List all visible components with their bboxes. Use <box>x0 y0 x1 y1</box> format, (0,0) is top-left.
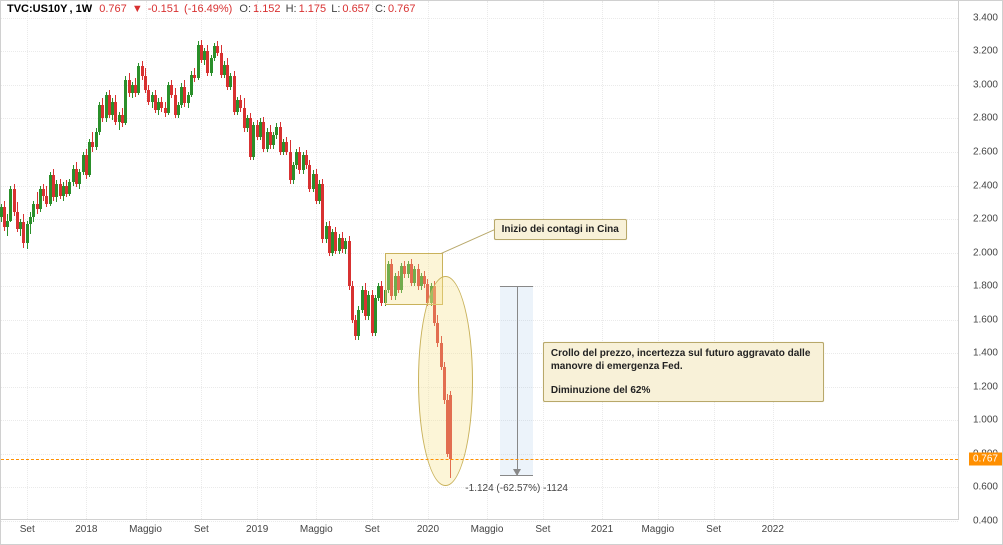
y-tick-label: 3.400 <box>973 12 998 23</box>
x-tick-label: Set <box>365 524 380 535</box>
callout-contagion[interactable]: Inizio dei contagi in Cina <box>494 219 627 240</box>
gridline-v <box>86 1 87 519</box>
measure-cap <box>500 286 533 287</box>
ohlc-h-label: H: <box>286 3 297 15</box>
gridline-v <box>487 1 488 519</box>
y-tick-label: 1.400 <box>973 348 998 359</box>
plot-area[interactable]: -1.124 (-62.57%) -1124 Inizio dei contagi… <box>1 1 959 520</box>
y-tick-label: 1.200 <box>973 381 998 392</box>
y-tick-label: 2.200 <box>973 214 998 225</box>
last-price-badge: 0.767 <box>969 453 1002 466</box>
x-tick-label: Maggio <box>471 524 504 535</box>
x-tick-label: Set <box>194 524 209 535</box>
x-tick-label: 2020 <box>417 524 439 535</box>
x-tick-label: Maggio <box>129 524 162 535</box>
x-axis[interactable]: Set 2018 Maggio Set 2019 Maggio Set 2020 Maggio S… <box>1 520 959 544</box>
ohlc-l: 0.657 <box>342 3 370 15</box>
y-tick-label: 2.800 <box>973 113 998 124</box>
callout-crash[interactable]: Crollo del prezzo, incertezza sul futuro… <box>543 342 824 403</box>
ohlc-c-label: C: <box>375 3 386 15</box>
gridline-v <box>316 1 317 519</box>
measure-arrow <box>517 286 518 475</box>
x-tick-label: 2019 <box>246 524 268 535</box>
y-tick-label: 3.200 <box>973 46 998 57</box>
x-tick-label: Set <box>20 524 35 535</box>
x-tick-label: 2021 <box>591 524 613 535</box>
y-tick-label: 1.600 <box>973 314 998 325</box>
change-value: -0.151 (-16.49%) <box>148 3 235 15</box>
chart-container: TVC:US10Y, 1W 0.767 ▼ -0.151 (-16.49%) O… <box>0 0 1003 545</box>
y-axis[interactable]: 0.4000.6000.8001.0001.2001.4001.6001.800… <box>959 1 1002 520</box>
callout-crash-line2: Diminuzione del 62% <box>551 384 816 398</box>
x-tick-label: 2022 <box>762 524 784 535</box>
x-tick-label: Set <box>535 524 550 535</box>
gridline-v <box>201 1 202 519</box>
ohlc-h: 1.175 <box>299 3 327 15</box>
y-tick-label: 2.400 <box>973 180 998 191</box>
last-price: 0.767 <box>99 3 127 15</box>
symbol-label[interactable]: TVC:US10Y, 1W <box>7 3 94 15</box>
gridline-v <box>602 1 603 519</box>
chevron-down-icon <box>513 469 521 476</box>
annotation-ellipse[interactable] <box>418 276 473 486</box>
y-tick-label: 1.000 <box>973 415 998 426</box>
y-tick-label: 3.000 <box>973 79 998 90</box>
gridline-v <box>257 1 258 519</box>
x-tick-label: Set <box>706 524 721 535</box>
x-tick-label: 2018 <box>75 524 97 535</box>
gridline-v <box>27 1 28 519</box>
ohlc-o-label: O: <box>239 3 251 15</box>
ohlc-c: 0.767 <box>388 3 416 15</box>
gridline-v <box>773 1 774 519</box>
gridline-v <box>714 1 715 519</box>
x-tick-label: Maggio <box>641 524 674 535</box>
last-price-line <box>1 459 958 460</box>
y-tick-label: 0.600 <box>973 482 998 493</box>
gridline-v <box>658 1 659 519</box>
y-tick-label: 0.400 <box>973 516 998 527</box>
gridline-v <box>372 1 373 519</box>
down-arrow-icon: ▼ <box>132 3 143 15</box>
measure-label: -1.124 (-62.57%) -1124 <box>465 483 568 494</box>
x-tick-label: Maggio <box>300 524 333 535</box>
ohlc-l-label: L: <box>331 3 340 15</box>
y-tick-label: 2.000 <box>973 247 998 258</box>
y-tick-label: 1.800 <box>973 281 998 292</box>
ohlc-o: 1.152 <box>253 3 281 15</box>
chart-header: TVC:US10Y, 1W 0.767 ▼ -0.151 (-16.49%) O… <box>7 3 418 15</box>
gridline-v <box>543 1 544 519</box>
callout-crash-line1: Crollo del prezzo, incertezza sul futuro… <box>551 347 816 374</box>
y-tick-label: 2.600 <box>973 146 998 157</box>
